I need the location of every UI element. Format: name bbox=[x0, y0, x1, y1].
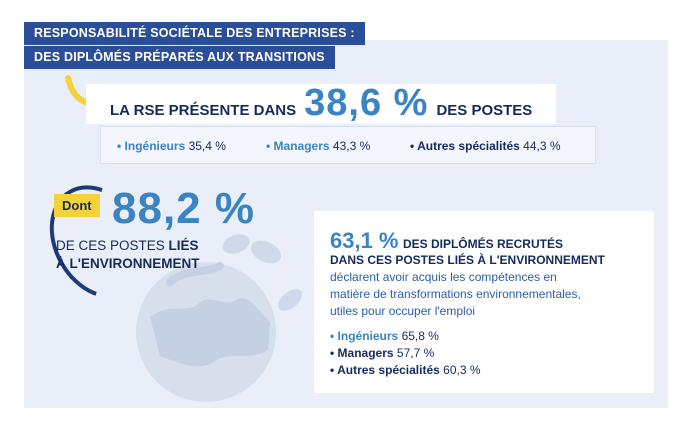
spec-managers: • Managers 43,3 % bbox=[266, 139, 370, 153]
card-item-label: • Autres spécialités bbox=[330, 363, 440, 377]
environnement-value: 88,2 % bbox=[112, 184, 255, 233]
dont-tag: Dont bbox=[54, 194, 100, 217]
card-item-value: 57,7 % bbox=[396, 346, 435, 360]
card-item-label: • Ingénieurs bbox=[330, 329, 399, 343]
card-body-line-1: déclarent avoir acquis les compétences e… bbox=[330, 270, 557, 284]
card-headline: 63,1 % DES DIPLÔMÉS RECRUTÉS bbox=[330, 228, 563, 254]
card-item-autres: • Autres spécialités 60,3 % bbox=[330, 363, 481, 377]
spec-label: • Autres spécialités bbox=[410, 139, 520, 153]
card-head-text: DES DIPLÔMÉS RECRUTÉS bbox=[402, 237, 563, 251]
rse-value: 38,6 % bbox=[304, 82, 429, 124]
card-subline: DANS CES POSTES LIÉS À L'ENVIRONNEMENT bbox=[330, 253, 605, 267]
leaf-icon bbox=[250, 240, 282, 264]
title-line-2: DES DIPLÔMÉS PRÉPARÉS AUX TRANSITIONS bbox=[24, 46, 335, 69]
card-item-managers: • Managers 57,7 % bbox=[330, 346, 434, 360]
rse-box bbox=[86, 84, 556, 124]
spec-label: • Managers bbox=[266, 139, 330, 153]
spec-value: 44,3 % bbox=[523, 139, 561, 153]
environnement-line-1: DE CES POSTES LIÉS bbox=[56, 238, 199, 253]
environnement-line-2: À L'ENVIRONNEMENT bbox=[56, 256, 200, 271]
spec-label: • Ingénieurs bbox=[117, 139, 186, 153]
spec-value: 43,3 % bbox=[332, 139, 371, 153]
spec-ingenieurs: • Ingénieurs 35,4 % bbox=[117, 139, 226, 153]
spec-autres: • Autres spécialités 44,3 % bbox=[410, 139, 561, 153]
card-item-ingenieurs: • Ingénieurs 65,8 % bbox=[330, 329, 439, 343]
card-pct: 63,1 % bbox=[330, 228, 399, 253]
diplomes-card bbox=[314, 211, 654, 393]
card-item-value: 65,8 % bbox=[401, 329, 439, 343]
specialites-box bbox=[100, 126, 596, 164]
card-body-line-3: utiles pour occuper l'emploi bbox=[330, 304, 476, 318]
card-body-line-2: matière de transformations environnement… bbox=[330, 287, 581, 301]
environnement-prefix: DE CES POSTES bbox=[56, 238, 165, 253]
leaf-icon bbox=[278, 289, 302, 311]
leaf-icon bbox=[222, 234, 250, 254]
rse-lead: LA RSE PRÉSENTE DANS bbox=[110, 102, 297, 119]
card-item-value: 60,3 % bbox=[443, 363, 481, 377]
environnement-bold: LIÉS bbox=[168, 238, 199, 253]
card-item-label: • Managers bbox=[330, 346, 394, 360]
rse-tail: DES POSTES bbox=[436, 102, 533, 119]
rse-headline: LA RSE PRÉSENTE DANS 38,6 % DES POSTES bbox=[110, 82, 532, 125]
globe-icon bbox=[136, 234, 302, 402]
spec-value: 35,4 % bbox=[188, 139, 226, 153]
title-line-1: RESPONSABILITÉ SOCIÉTALE DES ENTREPRISES… bbox=[24, 22, 365, 45]
